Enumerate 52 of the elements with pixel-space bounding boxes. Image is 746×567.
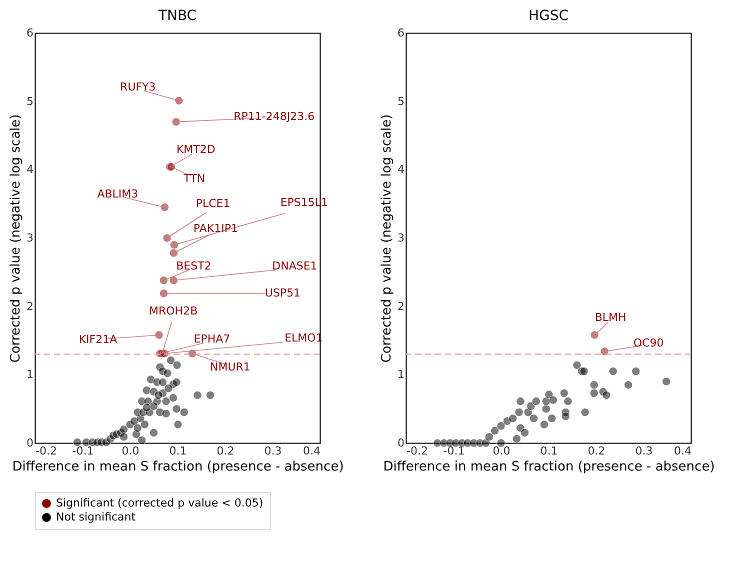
y-tick-label: 1 — [26, 368, 34, 382]
annotation: RP11-248J23.6 — [234, 110, 315, 123]
x-axis-title: Difference in mean S fraction (presence - absence) — [12, 460, 344, 474]
annotation: BEST2 — [176, 259, 212, 272]
x-tick-label: 0.0 — [122, 444, 140, 458]
annotation: EPHA7 — [194, 332, 230, 346]
annotation: OC90 — [633, 336, 664, 350]
x-tick-label: 0.2 — [588, 444, 606, 458]
y-tick-label: 5 — [26, 94, 34, 108]
legend-label: Significant (corrected p value < 0.05) — [56, 496, 264, 510]
annotation: MROH2B — [148, 304, 198, 318]
y-tick-label: 3 — [398, 232, 404, 244]
annotation: ABLIM3 — [97, 187, 138, 200]
y-tick-label: 3 — [26, 232, 34, 244]
y-tick-label: 2 — [26, 300, 34, 313]
annotation: USP51 — [264, 286, 301, 300]
x-tick-label: -0.1 — [72, 444, 94, 458]
y-tick-label: 1 — [398, 368, 404, 382]
x-tick-label: 0.1 — [169, 444, 187, 458]
x-tick-label: 0.4 — [303, 444, 320, 458]
y-tick-label: 5 — [398, 94, 404, 108]
x-tick-label: 0.1 — [540, 444, 558, 458]
annotation: TTN — [182, 172, 206, 185]
annotation: DNASE1 — [272, 259, 318, 272]
x-axis-title: Difference in mean S fraction (presence - absence) — [383, 460, 715, 474]
y-axis-title: Corrected p value (negative log scale) — [8, 114, 24, 363]
annotation: KIF21A — [78, 333, 118, 346]
y-axis-title: Corrected p value (negative log scale) — [380, 114, 394, 363]
y-tick-label: 6 — [398, 26, 404, 40]
y-tick-label: 0 — [398, 436, 404, 450]
x-tick-label: 0.4 — [674, 444, 692, 458]
x-tick-label: -0.1 — [443, 444, 465, 458]
y-tick-label: 4 — [26, 163, 34, 176]
annotation: NMUR1 — [210, 360, 250, 374]
annotation: KMT2D — [176, 142, 216, 156]
x-tick-label: 0.3 — [264, 444, 282, 458]
y-tick-label: 0 — [26, 436, 34, 450]
y-tick-label: 2 — [398, 300, 404, 313]
annotation: PAK1IP1 — [193, 222, 238, 236]
x-tick-label: 0.0 — [492, 444, 510, 458]
x-tick-label: 0.3 — [635, 444, 653, 458]
annotation: BLMH — [594, 311, 626, 324]
x-tick-label: -0.2 — [36, 444, 57, 458]
y-tick-label: 4 — [398, 163, 404, 176]
x-tick-label: 0.2 — [216, 444, 234, 458]
annotation: RUFY3 — [120, 80, 156, 94]
x-tick-label: -0.2 — [406, 444, 428, 458]
chart-title: HGSC — [528, 8, 569, 24]
legend-label: Not significant — [56, 510, 136, 524]
chart-title: TNBC — [157, 8, 197, 24]
annotation: PLCE1 — [196, 197, 230, 210]
y-tick-label: 6 — [26, 26, 34, 40]
